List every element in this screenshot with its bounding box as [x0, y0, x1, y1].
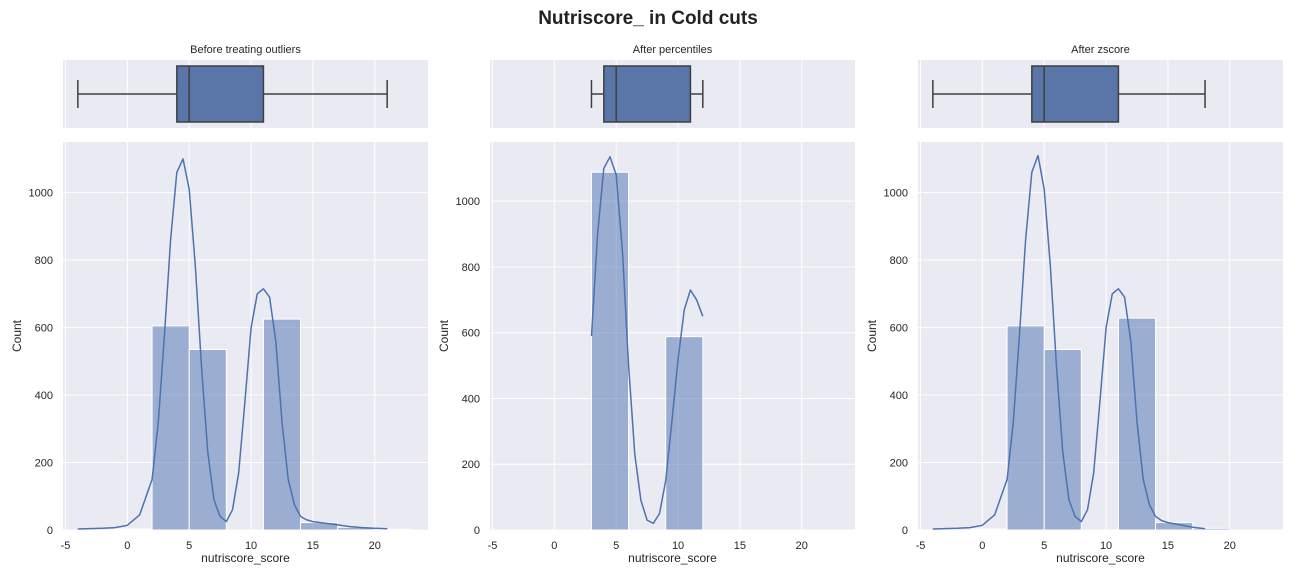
x-axis-label: nutriscore_score: [1056, 551, 1145, 565]
x-tick-label: -5: [61, 540, 71, 552]
x-tick-label: 0: [124, 540, 130, 552]
histogram-bar: [1192, 527, 1231, 531]
y-tick-label: 800: [462, 262, 480, 274]
x-tick-label: 0: [551, 540, 557, 552]
kde-curve: [932, 154, 1206, 530]
y-tick-label: 600: [35, 323, 53, 335]
y-tick-label: 1000: [29, 188, 53, 200]
figure-title: Nutriscore_ in Cold cuts: [538, 8, 758, 29]
histogram-bar: [1155, 522, 1194, 531]
x-tick-label: 20: [369, 540, 381, 552]
y-tick-label: 400: [890, 390, 908, 402]
x-axis-label: nutriscore_score: [201, 551, 290, 565]
iqr-box: [1031, 65, 1120, 123]
y-tick-label: 0: [474, 525, 480, 537]
x-tick-label: 10: [672, 540, 684, 552]
histogram-panel-3: [918, 142, 1283, 530]
y-tick-label: 0: [902, 525, 908, 537]
y-tick-label: 800: [890, 255, 908, 267]
iqr-box: [603, 65, 692, 123]
y-tick-label: 800: [35, 255, 53, 267]
histogram-bar: [188, 348, 227, 531]
y-axis-label: Count: [10, 319, 24, 352]
kde-curve: [590, 156, 704, 525]
x-tick-label: 20: [1224, 540, 1236, 552]
y-tick-label: 400: [462, 393, 480, 405]
x-tick-label: -5: [916, 540, 926, 552]
y-tick-label: 1000: [456, 196, 480, 208]
y-tick-label: 400: [35, 390, 53, 402]
y-tick-label: 200: [890, 458, 908, 470]
y-tick-label: 600: [462, 328, 480, 340]
y-tick-label: 200: [35, 458, 53, 470]
x-tick-label: -5: [488, 540, 498, 552]
y-tick-label: 0: [47, 525, 53, 537]
histogram-bar: [1043, 348, 1082, 531]
x-tick-label: 15: [307, 540, 319, 552]
y-tick-label: 1000: [884, 188, 908, 200]
histogram-bar: [151, 325, 190, 531]
y-axis-label: Count: [437, 319, 451, 352]
y-tick-label: 600: [890, 323, 908, 335]
x-tick-label: 0: [979, 540, 985, 552]
x-tick-label: 15: [734, 540, 746, 552]
boxplot-title: After percentiles: [633, 44, 713, 56]
x-tick-label: 15: [1162, 540, 1174, 552]
x-axis-label: nutriscore_score: [628, 551, 717, 565]
histogram-bar: [374, 528, 413, 531]
histogram-bar: [665, 336, 704, 531]
histogram-panel-1: [63, 142, 428, 530]
x-tick-label: 5: [186, 540, 192, 552]
histogram-bar: [114, 528, 153, 531]
y-tick-label: 200: [462, 459, 480, 471]
histogram-bar: [590, 171, 630, 531]
iqr-box: [176, 65, 265, 123]
y-axis-label: Count: [865, 319, 879, 352]
boxplot-title: Before treating outliers: [190, 44, 301, 56]
kde-curve: [77, 158, 388, 530]
x-tick-label: 20: [796, 540, 808, 552]
boxplot-title: After zscore: [1071, 44, 1130, 56]
x-tick-label: 5: [613, 540, 619, 552]
x-tick-label: 10: [1100, 540, 1112, 552]
histogram-bar: [969, 528, 1008, 531]
x-tick-label: 5: [1041, 540, 1047, 552]
x-tick-label: 10: [245, 540, 257, 552]
